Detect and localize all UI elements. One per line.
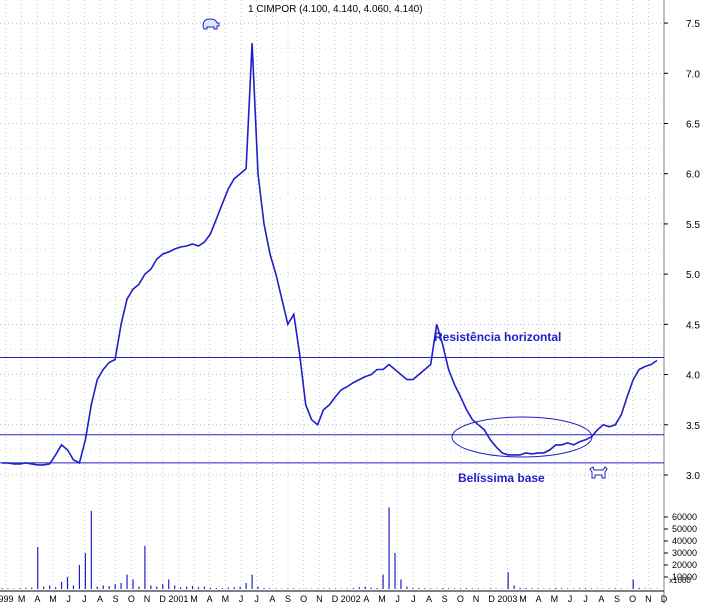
x-tick-label: A <box>598 594 604 604</box>
resistance-label: Resistência horizontal <box>434 330 561 344</box>
y-tick-label: 5.5 <box>686 220 700 231</box>
grid <box>0 0 665 591</box>
x-tick-label: A <box>97 594 103 604</box>
volume-tick-label: 40000 <box>672 536 697 546</box>
volume-tick-label: 50000 <box>672 524 697 534</box>
x-tick-label: S <box>614 594 620 604</box>
x-tick-label: M <box>190 594 198 604</box>
base-label: Belíssima base <box>458 471 545 485</box>
y-axis-ticks: 3.0 3.5 4.0 4.5 5.0 5.5 6.0 6.5 7.0 7.5 <box>664 19 700 482</box>
x-tick-label: M <box>222 594 230 604</box>
x-tick-label: N <box>645 594 652 604</box>
x-tick-label: 2002 <box>341 594 361 604</box>
x-tick-label: M <box>519 594 527 604</box>
x-tick-label: O <box>457 594 464 604</box>
x-axis-labels: 999 M A M J J A S O N D 2001 M A M J J A S O N D 2002 A M J J A S O N D… <box>0 594 668 604</box>
volume-axis-ticks: 60000 50000 40000 30000 20000 10000 <box>664 512 697 582</box>
x-tick-label: A <box>363 594 369 604</box>
x-tick-label: J <box>239 594 244 604</box>
x-tick-label: N <box>473 594 480 604</box>
x-tick-label: A <box>34 594 40 604</box>
base-ellipse <box>451 416 593 458</box>
y-tick-label: 6.5 <box>686 119 700 130</box>
x-tick-label: J <box>82 594 87 604</box>
x-tick-label: D <box>159 594 166 604</box>
x-tick-label: D <box>661 594 668 604</box>
x-tick-label: A <box>536 594 542 604</box>
horizontal-lines <box>0 356 664 464</box>
x-tick-label: O <box>300 594 307 604</box>
x-tick-label: O <box>128 594 135 604</box>
x-tick-label: N <box>144 594 151 604</box>
volume-tick-label: 20000 <box>672 560 697 570</box>
y-tick-label: 7.0 <box>686 69 700 80</box>
y-tick-label: 3.0 <box>686 471 700 482</box>
x-tick-label: 2003 <box>497 594 517 604</box>
x-tick-label: J <box>254 594 259 604</box>
chart-title: 1 CIMPOR (4.100, 4.140, 4.060, 4.140) <box>248 4 423 15</box>
volume-unit-label: x1000 <box>669 576 691 585</box>
y-tick-label: 3.5 <box>686 421 700 432</box>
price-line <box>2 43 658 466</box>
x-tick-label: S <box>442 594 448 604</box>
x-tick-label: N <box>316 594 323 604</box>
x-tick-label: M <box>18 594 26 604</box>
bear-icon <box>202 18 220 30</box>
volume-tick-label: 60000 <box>672 512 697 522</box>
bull-icon <box>589 466 608 479</box>
y-tick-label: 4.5 <box>686 320 700 331</box>
x-tick-label: S <box>285 594 291 604</box>
y-tick-label: 7.5 <box>686 19 700 30</box>
volume-bars <box>1 507 658 589</box>
x-tick-label: A <box>207 594 213 604</box>
x-tick-label: D <box>488 594 495 604</box>
x-tick-label: A <box>426 594 432 604</box>
x-tick-label: J <box>395 594 400 604</box>
x-tick-label: A <box>269 594 275 604</box>
x-tick-label: S <box>113 594 119 604</box>
x-tick-label: 999 <box>0 594 14 604</box>
x-tick-label: M <box>551 594 559 604</box>
x-tick-label: J <box>66 594 71 604</box>
x-tick-label: J <box>583 594 588 604</box>
volume-tick-label: 10000 <box>672 572 697 582</box>
y-tick-label: 5.0 <box>686 270 700 281</box>
x-tick-label: M <box>49 594 57 604</box>
volume-tick-label: 30000 <box>672 548 697 558</box>
x-tick-label: J <box>568 594 573 604</box>
x-tick-label: 2001 <box>168 594 188 604</box>
y-tick-label: 4.0 <box>686 371 700 382</box>
x-tick-label: O <box>629 594 636 604</box>
x-tick-label: J <box>411 594 416 604</box>
x-tick-label: M <box>378 594 386 604</box>
y-tick-label: 6.0 <box>686 170 700 181</box>
x-tick-label: D <box>332 594 339 604</box>
